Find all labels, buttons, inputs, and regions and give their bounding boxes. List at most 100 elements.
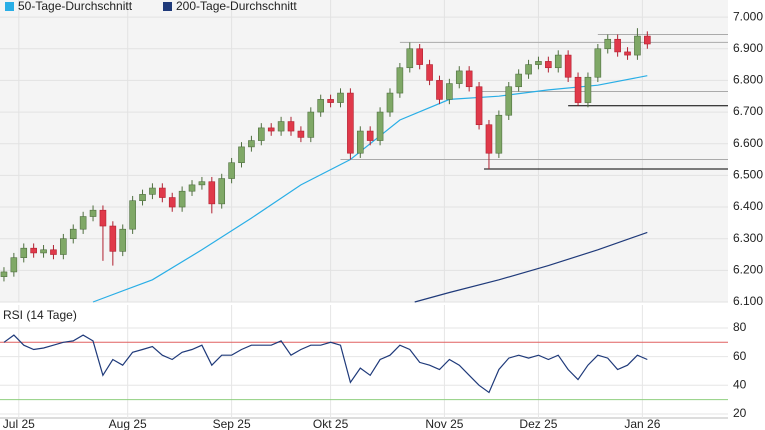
- candle-body: [188, 184, 196, 192]
- y-tick-label: 6.500: [733, 168, 763, 182]
- candle-body: [297, 130, 305, 138]
- candle-body: [554, 54, 562, 69]
- candle-body: [366, 130, 374, 141]
- y-tick-label: 6.900: [733, 41, 763, 55]
- candle-body: [317, 99, 324, 113]
- candle-body: [545, 61, 552, 69]
- candle-body: [465, 70, 473, 88]
- candle-body: [178, 190, 186, 208]
- y-tick-label: 6.800: [733, 73, 763, 87]
- x-tick-label: Okt 25: [313, 417, 349, 430]
- candle-body: [228, 162, 235, 179]
- candle-body: [485, 124, 493, 154]
- candle-body: [50, 249, 57, 255]
- candle-body: [584, 76, 592, 103]
- y-tick-label: 40: [733, 377, 747, 391]
- candle-body: [426, 64, 433, 81]
- y-tick-label: 6.300: [733, 231, 763, 245]
- candle-body: [139, 194, 146, 202]
- y-tick-label: 20: [733, 406, 747, 420]
- candle-body: [109, 225, 117, 252]
- candle-body: [604, 38, 612, 50]
- candle-body: [475, 86, 483, 126]
- rsi-plot-bg: [0, 305, 728, 418]
- candle-body: [564, 54, 572, 78]
- legend-swatch: [163, 2, 172, 11]
- candle-body: [60, 238, 67, 255]
- y-tick-label: 6.700: [733, 104, 763, 118]
- candle-body: [416, 48, 423, 65]
- candle-body: [218, 178, 226, 205]
- x-tick-label: Dez 25: [519, 417, 557, 430]
- x-tick-label: Jan 26: [624, 417, 660, 430]
- legend-swatch: [5, 2, 14, 11]
- moving-average-line: [92, 75, 648, 303]
- y-tick-label: 6.600: [733, 136, 763, 150]
- labels: RSI (14 Tage) Jul 25 Aug 25 Sep 25 Okt 25 No…: [3, 0, 764, 430]
- x-tick-label: Aug 25: [109, 417, 147, 430]
- candle-body: [525, 64, 532, 75]
- candle-body: [386, 92, 394, 113]
- candle-body: [455, 70, 463, 84]
- candle-body: [436, 80, 443, 100]
- candle-body: [624, 51, 631, 56]
- legend-label: 50-Tage-Durchschnitt: [18, 0, 133, 13]
- candle-body: [277, 121, 285, 132]
- candle-body: [574, 76, 582, 103]
- candle-body: [238, 146, 245, 164]
- candle-body: [99, 209, 107, 227]
- candle-body: [594, 48, 602, 78]
- marks: [0, 28, 728, 394]
- candle-body: [337, 92, 344, 103]
- candle-body: [208, 181, 216, 205]
- candle-body: [198, 181, 206, 186]
- y-tick-label: 6.200: [733, 263, 763, 277]
- candle-body: [149, 187, 156, 195]
- candle-body: [644, 35, 651, 45]
- y-tick-label: 6.100: [733, 294, 763, 308]
- candle-body: [159, 187, 166, 198]
- candle-body: [258, 127, 265, 141]
- y-tick-label: 60: [733, 349, 747, 363]
- candle-body: [495, 114, 503, 154]
- candle-body: [267, 127, 275, 132]
- y-tick-label: 6.400: [733, 199, 763, 213]
- x-tick-label: Nov 25: [425, 417, 463, 430]
- candle-body: [79, 216, 87, 230]
- candle-body: [327, 99, 334, 103]
- candle-body: [356, 130, 364, 154]
- candle-body: [634, 35, 641, 56]
- candle-body: [30, 247, 37, 254]
- candle-body: [20, 247, 28, 258]
- y-tick-label: 7.000: [733, 9, 763, 23]
- candle-body: [376, 111, 384, 141]
- candle-body: [505, 86, 513, 116]
- candle-body: [446, 83, 453, 100]
- candle-body: [10, 257, 18, 273]
- rsi-line: [3, 334, 648, 394]
- candle-body: [40, 249, 47, 254]
- grid: [0, 0, 728, 418]
- candle-body: [69, 228, 77, 239]
- candle-body: [287, 121, 295, 132]
- candle-body: [129, 200, 136, 230]
- candle-body: [396, 67, 404, 94]
- candle-body: [347, 92, 354, 154]
- legend-label: 200-Tage-Durchschnitt: [176, 0, 297, 13]
- candle-body: [406, 48, 414, 69]
- moving-average-line: [414, 231, 648, 303]
- x-tick-label: Sep 25: [213, 417, 251, 430]
- candle-body: [307, 111, 315, 138]
- candle-body: [515, 73, 522, 88]
- candle-body: [248, 140, 255, 148]
- x-tick-label: Jul 25: [3, 417, 35, 430]
- candle-body: [0, 271, 8, 277]
- candle-body: [89, 209, 97, 217]
- rsi-title: RSI (14 Tage): [3, 308, 77, 322]
- main-plot-bg: [0, 0, 728, 302]
- candle-body: [168, 197, 176, 208]
- candle-body: [119, 228, 127, 252]
- candle-body: [614, 38, 621, 53]
